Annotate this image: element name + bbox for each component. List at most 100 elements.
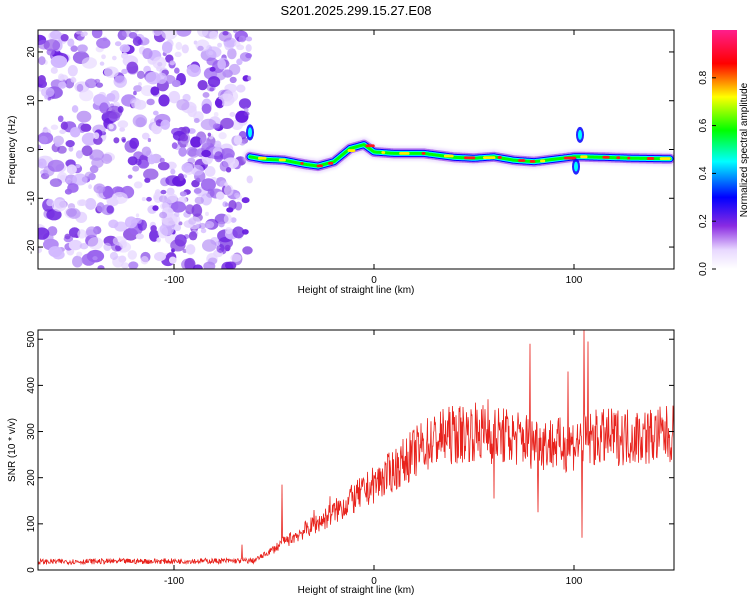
noise-blob [157, 161, 170, 171]
noise-blob [124, 216, 138, 229]
noise-blob [79, 243, 89, 250]
noise-blob [241, 229, 249, 235]
noise-blob [176, 99, 190, 111]
noise-blob [91, 30, 103, 39]
track-hot-spot [381, 151, 386, 154]
noise-blob [218, 221, 225, 228]
noise-blob [146, 98, 155, 106]
noise-blob [101, 54, 106, 60]
noise-blob [93, 183, 106, 194]
noise-blob [43, 242, 50, 248]
noise-blob [54, 141, 61, 147]
noise-blob [57, 115, 64, 123]
noise-blob [109, 90, 120, 103]
noise-blob [126, 61, 139, 74]
noise-blob [94, 78, 101, 84]
noise-blob [171, 142, 178, 149]
noise-blob [234, 41, 241, 48]
noise-blob [179, 134, 189, 142]
noise-blob [52, 249, 65, 260]
noise-blob [65, 140, 75, 148]
noise-blob [216, 243, 225, 254]
noise-blob [200, 228, 207, 234]
noise-blob [44, 94, 49, 100]
noise-blob [223, 184, 234, 196]
noise-blob [209, 30, 218, 40]
track-hot-spot [463, 156, 476, 160]
noise-blob [80, 123, 92, 132]
noise-blob [117, 120, 129, 129]
colorbar-tick-label: 0.8 [698, 70, 709, 84]
noise-blob [103, 242, 112, 252]
noise-blob [160, 189, 167, 195]
noise-blob [99, 102, 109, 114]
noise-blob [207, 132, 212, 137]
noise-blob [161, 30, 178, 40]
noise-blob [91, 157, 104, 168]
noise-blob [186, 142, 192, 148]
noise-blob [201, 149, 212, 158]
noise-blob [129, 137, 140, 149]
noise-blob [128, 32, 138, 39]
track-hot-spot [627, 156, 631, 160]
track-hot-spot [443, 154, 454, 158]
noise-blob [222, 30, 229, 36]
noise-blob [141, 132, 150, 140]
y-tick-label: -20 [26, 239, 37, 254]
noise-blob [225, 227, 233, 235]
track-hot-spot [518, 159, 526, 162]
noise-blob [170, 239, 186, 252]
noise-blob [141, 146, 152, 157]
noise-blob [217, 58, 227, 70]
noise-blob [111, 192, 128, 204]
noise-blob [214, 98, 223, 107]
snr-x-ticks: -100 0 100 [164, 330, 583, 587]
noise-blob [221, 261, 234, 269]
noise-blob [165, 175, 181, 187]
noise-blob [49, 178, 62, 187]
noise-blob [238, 98, 252, 109]
noise-blob [38, 74, 46, 85]
spectrogram-signal-track [243, 124, 674, 175]
colorbar-tick-label: 0.0 [698, 262, 709, 276]
noise-blob [184, 257, 196, 269]
noise-blob [85, 226, 98, 238]
noise-blob [234, 192, 240, 198]
noise-blob [158, 94, 170, 107]
noise-blob [114, 221, 128, 232]
colorbar-label: Normalized spectral amplitude [739, 82, 750, 217]
noise-blob [38, 227, 50, 240]
colorbar: 0.0 0.2 0.4 0.6 0.8 Normalized spectral ampl… [698, 30, 750, 276]
noise-blob [112, 236, 127, 246]
noise-blob [204, 166, 216, 177]
noise-blob [209, 66, 216, 72]
noise-blob [233, 135, 243, 146]
noise-blob [186, 64, 201, 78]
track-hot-spot [300, 162, 304, 165]
noise-blob [135, 213, 140, 218]
track-hot-spot [529, 159, 536, 163]
noise-blob [228, 63, 241, 76]
noise-blob [222, 89, 239, 103]
noise-blob [143, 168, 159, 180]
noise-blob [200, 193, 212, 206]
noise-blob [106, 205, 114, 214]
noise-blob [198, 222, 207, 230]
noise-blob [133, 181, 143, 189]
noise-blob [46, 209, 62, 221]
track-hot-spot [580, 155, 588, 159]
noise-blob [67, 183, 79, 193]
track-hot-spot [497, 156, 502, 159]
noise-blob [152, 56, 167, 70]
noise-blob [99, 61, 105, 66]
noise-blob [66, 177, 72, 184]
noise-blob [47, 159, 65, 172]
track-hot-spot [483, 156, 496, 160]
noise-blob [112, 55, 117, 61]
noise-blob [187, 216, 201, 230]
noise-blob [195, 39, 210, 52]
noise-blob [147, 154, 156, 165]
noise-blob [247, 75, 252, 81]
track-hot-spot [646, 157, 655, 160]
noise-blob [160, 119, 171, 130]
